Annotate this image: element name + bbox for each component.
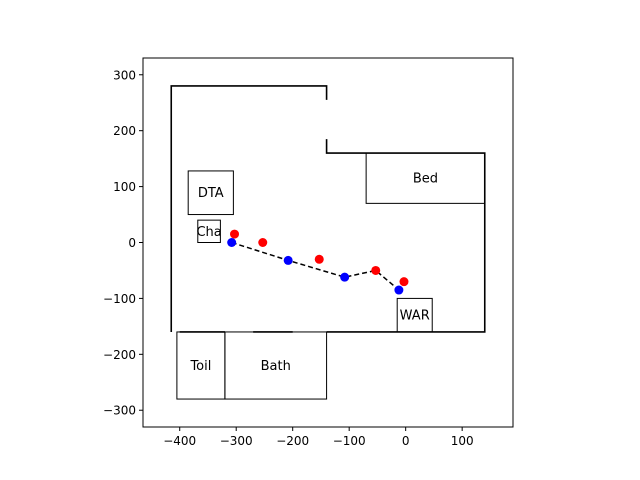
blue-point-2 <box>340 272 350 282</box>
y-tick-label: −100 <box>103 292 136 306</box>
x-tick-label: −400 <box>163 434 196 448</box>
y-tick-label: 100 <box>113 180 136 194</box>
blue-point-0 <box>227 238 237 247</box>
y-tick-label: −300 <box>103 404 136 418</box>
room-box-cha <box>197 219 221 244</box>
data-series <box>227 229 409 295</box>
room-label-cha: Cha <box>196 225 221 240</box>
room-label-toil: Toil <box>189 359 211 374</box>
x-tick-label: 100 <box>451 434 474 448</box>
room-boxes: DTA Cha Bed WAR Toil Bath <box>176 152 486 400</box>
y-tick-label: 200 <box>113 124 136 138</box>
y-axis-ticks: −300 −200 −100 0 100 200 300 <box>103 68 143 418</box>
room-label-dta: DTA <box>198 186 224 201</box>
red-point-3 <box>371 265 381 275</box>
wall-segment-0 <box>170 85 328 332</box>
red-point-1 <box>258 238 268 247</box>
trajectory-line <box>231 241 400 291</box>
x-tick-label: −200 <box>276 434 309 448</box>
y-tick-label: 0 <box>128 236 136 250</box>
x-axis-ticks: −400 −300 −200 −100 0 100 <box>163 427 474 448</box>
room-box-dta <box>187 170 234 216</box>
blue-point-3 <box>394 285 404 295</box>
floorplan-walls <box>170 85 486 333</box>
y-tick-label: 300 <box>113 68 136 82</box>
y-tick-label: −200 <box>103 348 136 362</box>
x-tick-label: −300 <box>220 434 253 448</box>
room-label-bath: Bath <box>261 359 291 374</box>
red-point-2 <box>314 254 324 264</box>
red-point-0 <box>230 229 240 239</box>
blue-point-1 <box>283 255 293 265</box>
room-label-bed: Bed <box>413 172 438 187</box>
x-tick-label: 0 <box>402 434 410 448</box>
wall-segment-1 <box>325 139 486 333</box>
red-point-4 <box>399 277 409 287</box>
room-label-war: WAR <box>400 309 430 324</box>
x-tick-label: −100 <box>333 434 366 448</box>
